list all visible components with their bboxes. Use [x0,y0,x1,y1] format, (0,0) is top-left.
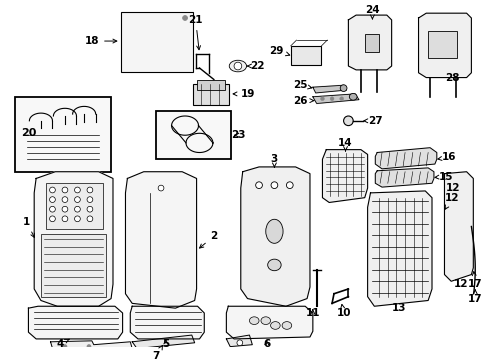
Circle shape [49,187,55,193]
Polygon shape [125,172,196,308]
Text: 10: 10 [336,305,350,318]
Circle shape [49,206,55,212]
Text: 9: 9 [0,359,1,360]
Bar [41,234,106,297]
Circle shape [62,216,68,222]
Bar [46,183,103,229]
Text: 25: 25 [292,80,311,90]
Text: 11: 11 [305,308,320,318]
Text: 6: 6 [263,339,270,349]
Ellipse shape [267,259,281,271]
Circle shape [63,345,67,348]
Ellipse shape [229,60,246,72]
Text: 12: 12 [445,183,459,193]
Text: 18: 18 [84,36,117,46]
Polygon shape [130,306,204,339]
Circle shape [49,197,55,202]
Circle shape [62,187,68,193]
Polygon shape [240,167,309,306]
Polygon shape [444,172,472,281]
Text: 7: 7 [152,346,162,360]
Circle shape [237,340,242,346]
Text: 12: 12 [453,279,467,289]
Bar [192,84,229,105]
Bar [427,31,456,58]
Ellipse shape [348,93,356,100]
Polygon shape [367,191,431,306]
Circle shape [62,197,68,202]
Text: 19: 19 [233,89,254,99]
Circle shape [74,216,80,222]
Bar [196,80,225,90]
Circle shape [62,206,68,212]
Circle shape [87,197,93,202]
Circle shape [49,216,55,222]
Circle shape [74,197,80,202]
Circle shape [183,15,187,21]
Text: 29: 29 [268,46,289,56]
Bar [121,12,192,72]
Circle shape [339,97,343,101]
Text: 13: 13 [391,303,406,313]
Text: 2: 2 [199,231,217,248]
Text: 28: 28 [445,73,459,82]
Text: 27: 27 [363,116,382,126]
Circle shape [158,185,163,191]
Circle shape [234,62,241,70]
Text: 16: 16 [437,152,456,162]
Bar [15,97,111,172]
Circle shape [87,187,93,193]
Bar [290,46,321,65]
Polygon shape [418,13,470,77]
Circle shape [87,345,91,348]
Polygon shape [312,85,346,93]
Circle shape [286,182,292,189]
Ellipse shape [249,317,259,324]
Text: 4: 4 [56,339,69,349]
Text: 20: 20 [20,128,36,138]
Bar [364,34,378,51]
Polygon shape [132,335,194,348]
Text: 17: 17 [467,272,482,289]
Polygon shape [50,341,132,351]
Text: 12: 12 [444,193,459,209]
Text: 22: 22 [246,61,264,71]
Text: 21: 21 [188,15,203,50]
Polygon shape [226,335,252,347]
Circle shape [343,116,352,126]
Text: 1: 1 [23,217,34,238]
Text: 15: 15 [434,171,453,181]
Text: 3: 3 [270,154,278,167]
Ellipse shape [261,317,270,324]
Circle shape [87,216,93,222]
Circle shape [320,97,324,101]
Circle shape [255,182,262,189]
Polygon shape [28,306,122,339]
Circle shape [270,182,277,189]
Polygon shape [347,15,391,70]
Polygon shape [34,172,113,306]
Ellipse shape [282,321,291,329]
Text: 5: 5 [162,339,169,349]
Text: 8: 8 [0,359,1,360]
Circle shape [74,206,80,212]
Polygon shape [374,148,436,169]
Text: 17: 17 [467,290,482,303]
Text: 23: 23 [230,130,244,140]
Text: 24: 24 [365,5,379,19]
Ellipse shape [340,85,346,91]
Text: 26: 26 [292,96,313,105]
Ellipse shape [265,219,283,243]
Bar [156,111,231,159]
Circle shape [329,97,333,101]
Text: 14: 14 [338,138,352,151]
Polygon shape [322,150,367,202]
Circle shape [87,206,93,212]
Polygon shape [374,168,433,187]
Polygon shape [312,94,358,104]
Circle shape [74,187,80,193]
Polygon shape [226,306,312,339]
Ellipse shape [270,321,280,329]
